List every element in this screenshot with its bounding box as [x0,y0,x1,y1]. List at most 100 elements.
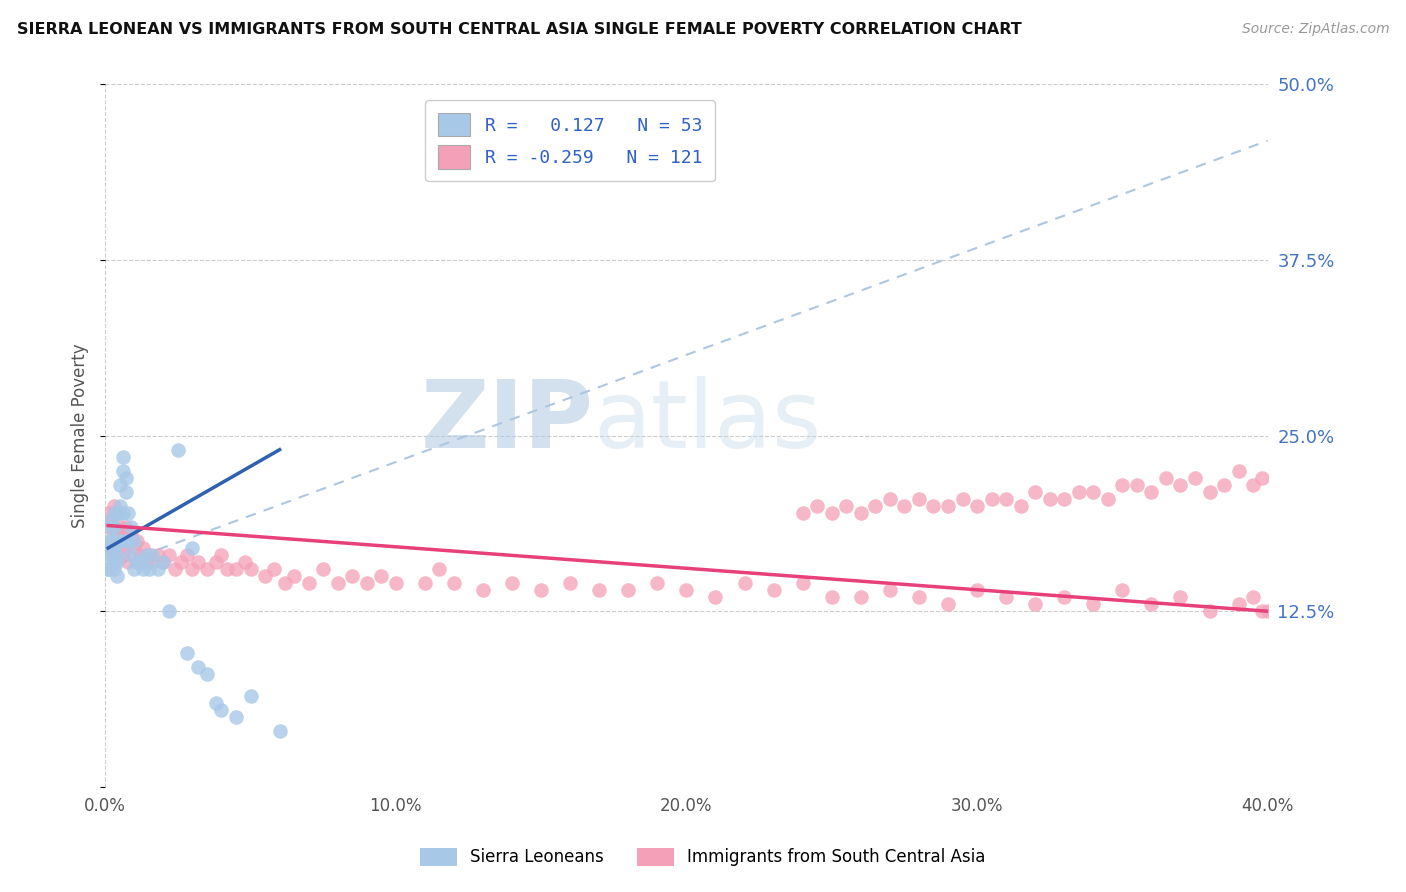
Point [120,520,142,534]
Point [1067,484,1090,499]
Point [734,576,756,591]
Point [821,590,844,604]
Point [1257,604,1279,618]
Point [132,541,155,555]
Point [138,562,160,576]
Point [879,583,901,598]
Point [100,548,122,562]
Point [980,491,1002,506]
Point [792,506,814,520]
Point [211,548,233,562]
Point [865,499,887,513]
Point [617,583,640,598]
Point [1170,478,1192,492]
Point [157,604,180,618]
Point [1024,597,1046,611]
Point [1111,478,1133,492]
Point [105,548,128,562]
Point [356,576,378,591]
Point [152,555,174,569]
Point [195,562,218,576]
Text: Source: ZipAtlas.com: Source: ZipAtlas.com [1241,22,1389,37]
Point [117,506,139,520]
Point [342,569,364,583]
Point [560,576,582,591]
Point [138,548,160,562]
Point [370,569,392,583]
Point [157,548,180,562]
Point [821,506,844,520]
Point [114,534,136,549]
Point [108,478,131,492]
Point [108,520,131,534]
Point [105,555,128,569]
Point [204,696,226,710]
Point [97,534,120,549]
Point [108,499,131,513]
Point [141,555,163,569]
Point [120,527,142,541]
Point [124,541,146,555]
Point [129,555,152,569]
Point [1241,590,1264,604]
Point [97,562,120,576]
Point [647,576,669,591]
Point [385,576,408,591]
Point [762,583,785,598]
Point [127,534,149,549]
Text: atlas: atlas [593,376,821,467]
Point [181,562,204,576]
Point [97,548,120,562]
Point [105,569,128,583]
Point [1154,471,1177,485]
Point [675,583,697,598]
Point [217,562,239,576]
Point [105,534,128,549]
Point [413,576,436,591]
Point [103,506,125,520]
Point [103,520,125,534]
Point [893,499,915,513]
Point [443,576,465,591]
Point [254,569,277,583]
Point [117,534,139,549]
Point [1024,484,1046,499]
Point [176,548,198,562]
Point [195,667,218,681]
Point [152,555,174,569]
Point [129,548,152,562]
Point [501,576,523,591]
Point [806,499,828,513]
Point [103,520,125,534]
Point [103,548,125,562]
Point [849,506,872,520]
Point [1213,478,1236,492]
Point [97,520,120,534]
Point [146,548,169,562]
Point [588,583,610,598]
Point [239,689,262,703]
Point [922,499,945,513]
Point [1140,484,1163,499]
Point [263,562,285,576]
Point [135,555,157,569]
Point [124,562,146,576]
Point [530,583,553,598]
Point [326,576,349,591]
Point [114,541,136,555]
Point [187,660,209,674]
Point [124,534,146,549]
Point [135,548,157,562]
Point [1111,583,1133,598]
Point [1083,484,1105,499]
Point [141,548,163,562]
Point [100,520,122,534]
Point [1198,484,1220,499]
Point [97,562,120,576]
Point [472,583,495,598]
Point [908,590,931,604]
Point [283,569,305,583]
Point [114,520,136,534]
Point [108,506,131,520]
Point [1170,590,1192,604]
